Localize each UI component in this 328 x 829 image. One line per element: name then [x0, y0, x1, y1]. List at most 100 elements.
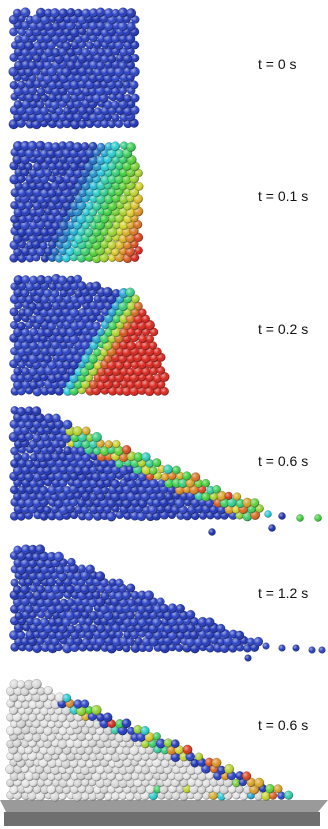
particle-shading	[176, 471, 185, 480]
particle-shading	[9, 771, 20, 782]
particle-shading	[46, 784, 56, 794]
particle-shading	[69, 27, 80, 38]
particle-shading	[119, 327, 129, 338]
particle-shading	[37, 687, 46, 696]
particle-shading	[16, 406, 26, 416]
particle-shading	[40, 643, 50, 652]
particle-shading	[69, 175, 79, 185]
particle-shading	[152, 732, 161, 741]
particle-shading	[144, 732, 155, 742]
particle-shading	[12, 738, 22, 748]
particle-shading	[47, 360, 57, 370]
particle-shading	[74, 182, 83, 191]
particle-shading	[111, 155, 120, 164]
particle-shading	[268, 791, 277, 800]
frame-t06-particles	[8, 406, 322, 536]
particle-shading	[33, 215, 41, 223]
particle-shading	[205, 771, 214, 780]
particle-shading	[179, 765, 188, 774]
particle-shading	[130, 630, 139, 639]
particle-shading	[40, 346, 50, 356]
particle-shading	[96, 367, 106, 377]
particle-shading	[70, 446, 80, 455]
particle-shading	[61, 93, 72, 103]
particle-shading	[40, 386, 50, 396]
particle-shading	[17, 27, 26, 36]
particle-shading	[39, 148, 50, 159]
particle-shading	[95, 726, 104, 735]
particle-shading	[51, 221, 60, 230]
particle-shading	[57, 275, 68, 285]
particle-shading	[97, 47, 106, 56]
particle-shading	[126, 451, 137, 461]
particle-shading	[149, 597, 158, 606]
particle-shading	[55, 175, 64, 184]
particle-shading	[246, 637, 255, 646]
particle-shading	[85, 148, 95, 158]
particle-shading	[60, 598, 68, 607]
particle-shading	[25, 253, 35, 263]
particle-shading	[24, 148, 35, 158]
particle-shading	[10, 373, 20, 383]
particle-shading	[74, 623, 84, 633]
particle-shading	[202, 791, 211, 800]
particle-shading	[24, 679, 34, 690]
particle-shading	[31, 406, 42, 416]
particle-shading	[18, 578, 27, 587]
particle-shading	[104, 440, 113, 449]
particle-shading	[21, 182, 30, 191]
particle-shading	[111, 167, 121, 177]
particle-shading	[72, 791, 83, 802]
particle-shading	[28, 302, 37, 311]
particle-shading	[66, 155, 75, 164]
particle-shading	[36, 34, 45, 43]
particle-shading	[212, 485, 221, 494]
particle-shading	[182, 485, 191, 494]
particle-shading	[9, 27, 18, 37]
particle-shading	[69, 758, 79, 768]
particle-shading	[122, 53, 133, 64]
particle-shading	[111, 623, 121, 633]
particle-shading	[114, 732, 125, 743]
particle-shading	[81, 778, 90, 787]
particle-shading	[65, 247, 75, 256]
particle-shading	[32, 643, 42, 653]
particle-shading	[85, 67, 94, 76]
particle-shading	[17, 432, 27, 443]
particle-shading	[119, 47, 129, 57]
floor-slab	[0, 800, 328, 812]
particle-shading	[278, 512, 286, 520]
particle-shading	[111, 247, 120, 256]
particle-shading	[13, 492, 22, 501]
particle-shading	[159, 603, 169, 613]
particle-shading	[115, 578, 124, 587]
particle-shading	[13, 545, 22, 554]
particle-shading	[145, 630, 154, 640]
particle-shading	[67, 624, 76, 634]
particle-shading	[145, 373, 154, 382]
particle-shading	[126, 610, 135, 620]
particle-shading	[66, 100, 75, 109]
particle-shading	[33, 630, 41, 639]
particle-shading	[74, 453, 83, 462]
particle-shading	[78, 616, 87, 626]
particle-shading	[138, 499, 148, 508]
particle-shading	[28, 367, 38, 376]
particle-shading	[130, 590, 140, 600]
particle-shading	[29, 479, 38, 488]
particle-shading	[50, 100, 60, 110]
particle-shading	[99, 93, 109, 103]
particle-shading	[149, 327, 159, 337]
particle-shading	[72, 426, 83, 436]
particle-shading	[14, 35, 23, 44]
particle-shading	[39, 551, 49, 562]
particle-shading	[20, 558, 31, 568]
particle-shading	[24, 92, 35, 103]
particle-shading	[33, 41, 42, 50]
particle-shading	[14, 637, 24, 646]
particle-shading	[58, 141, 67, 150]
particle-shading	[107, 226, 118, 237]
particle-shading	[209, 505, 219, 514]
particle-shading	[29, 327, 38, 336]
particle-shading	[130, 643, 141, 653]
